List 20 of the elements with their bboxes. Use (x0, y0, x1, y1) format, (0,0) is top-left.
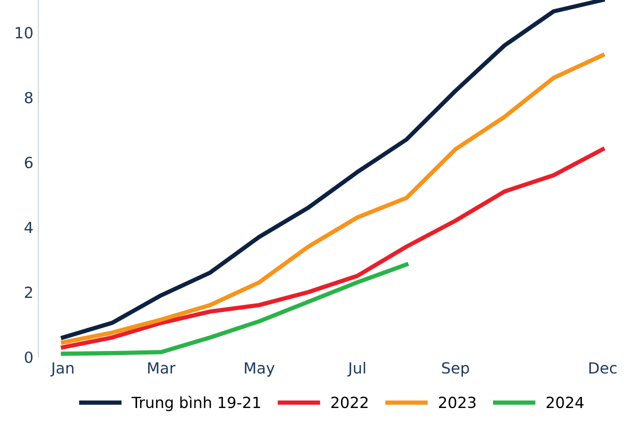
x-tick-label: Mar (148, 362, 176, 374)
legend-label: 2023 (438, 396, 476, 408)
legend-label: Trung bình 19-21 (132, 396, 260, 412)
y-tick-label: 2 (24, 286, 32, 298)
x-tick-label: Sep (442, 362, 470, 377)
y-tick-label: 4 (24, 222, 33, 233)
x-tick-label: Jul (347, 362, 366, 377)
x-tick-label: May (244, 362, 275, 377)
x-tick-label: Jan (50, 362, 74, 377)
y-tick-label: 10 (16, 26, 33, 38)
line-series (60, 262, 408, 356)
y-tick-label: 6 (24, 156, 33, 168)
legend-label: 2024 (546, 396, 584, 408)
x-tick-label: Dec (589, 362, 616, 374)
line-series (60, 147, 605, 350)
legend-label: 2022 (331, 396, 368, 408)
y-tick-label: 0 (24, 351, 33, 364)
line-series (60, 0, 605, 340)
y-tick-label: 8 (24, 92, 32, 104)
line-series (60, 53, 605, 344)
